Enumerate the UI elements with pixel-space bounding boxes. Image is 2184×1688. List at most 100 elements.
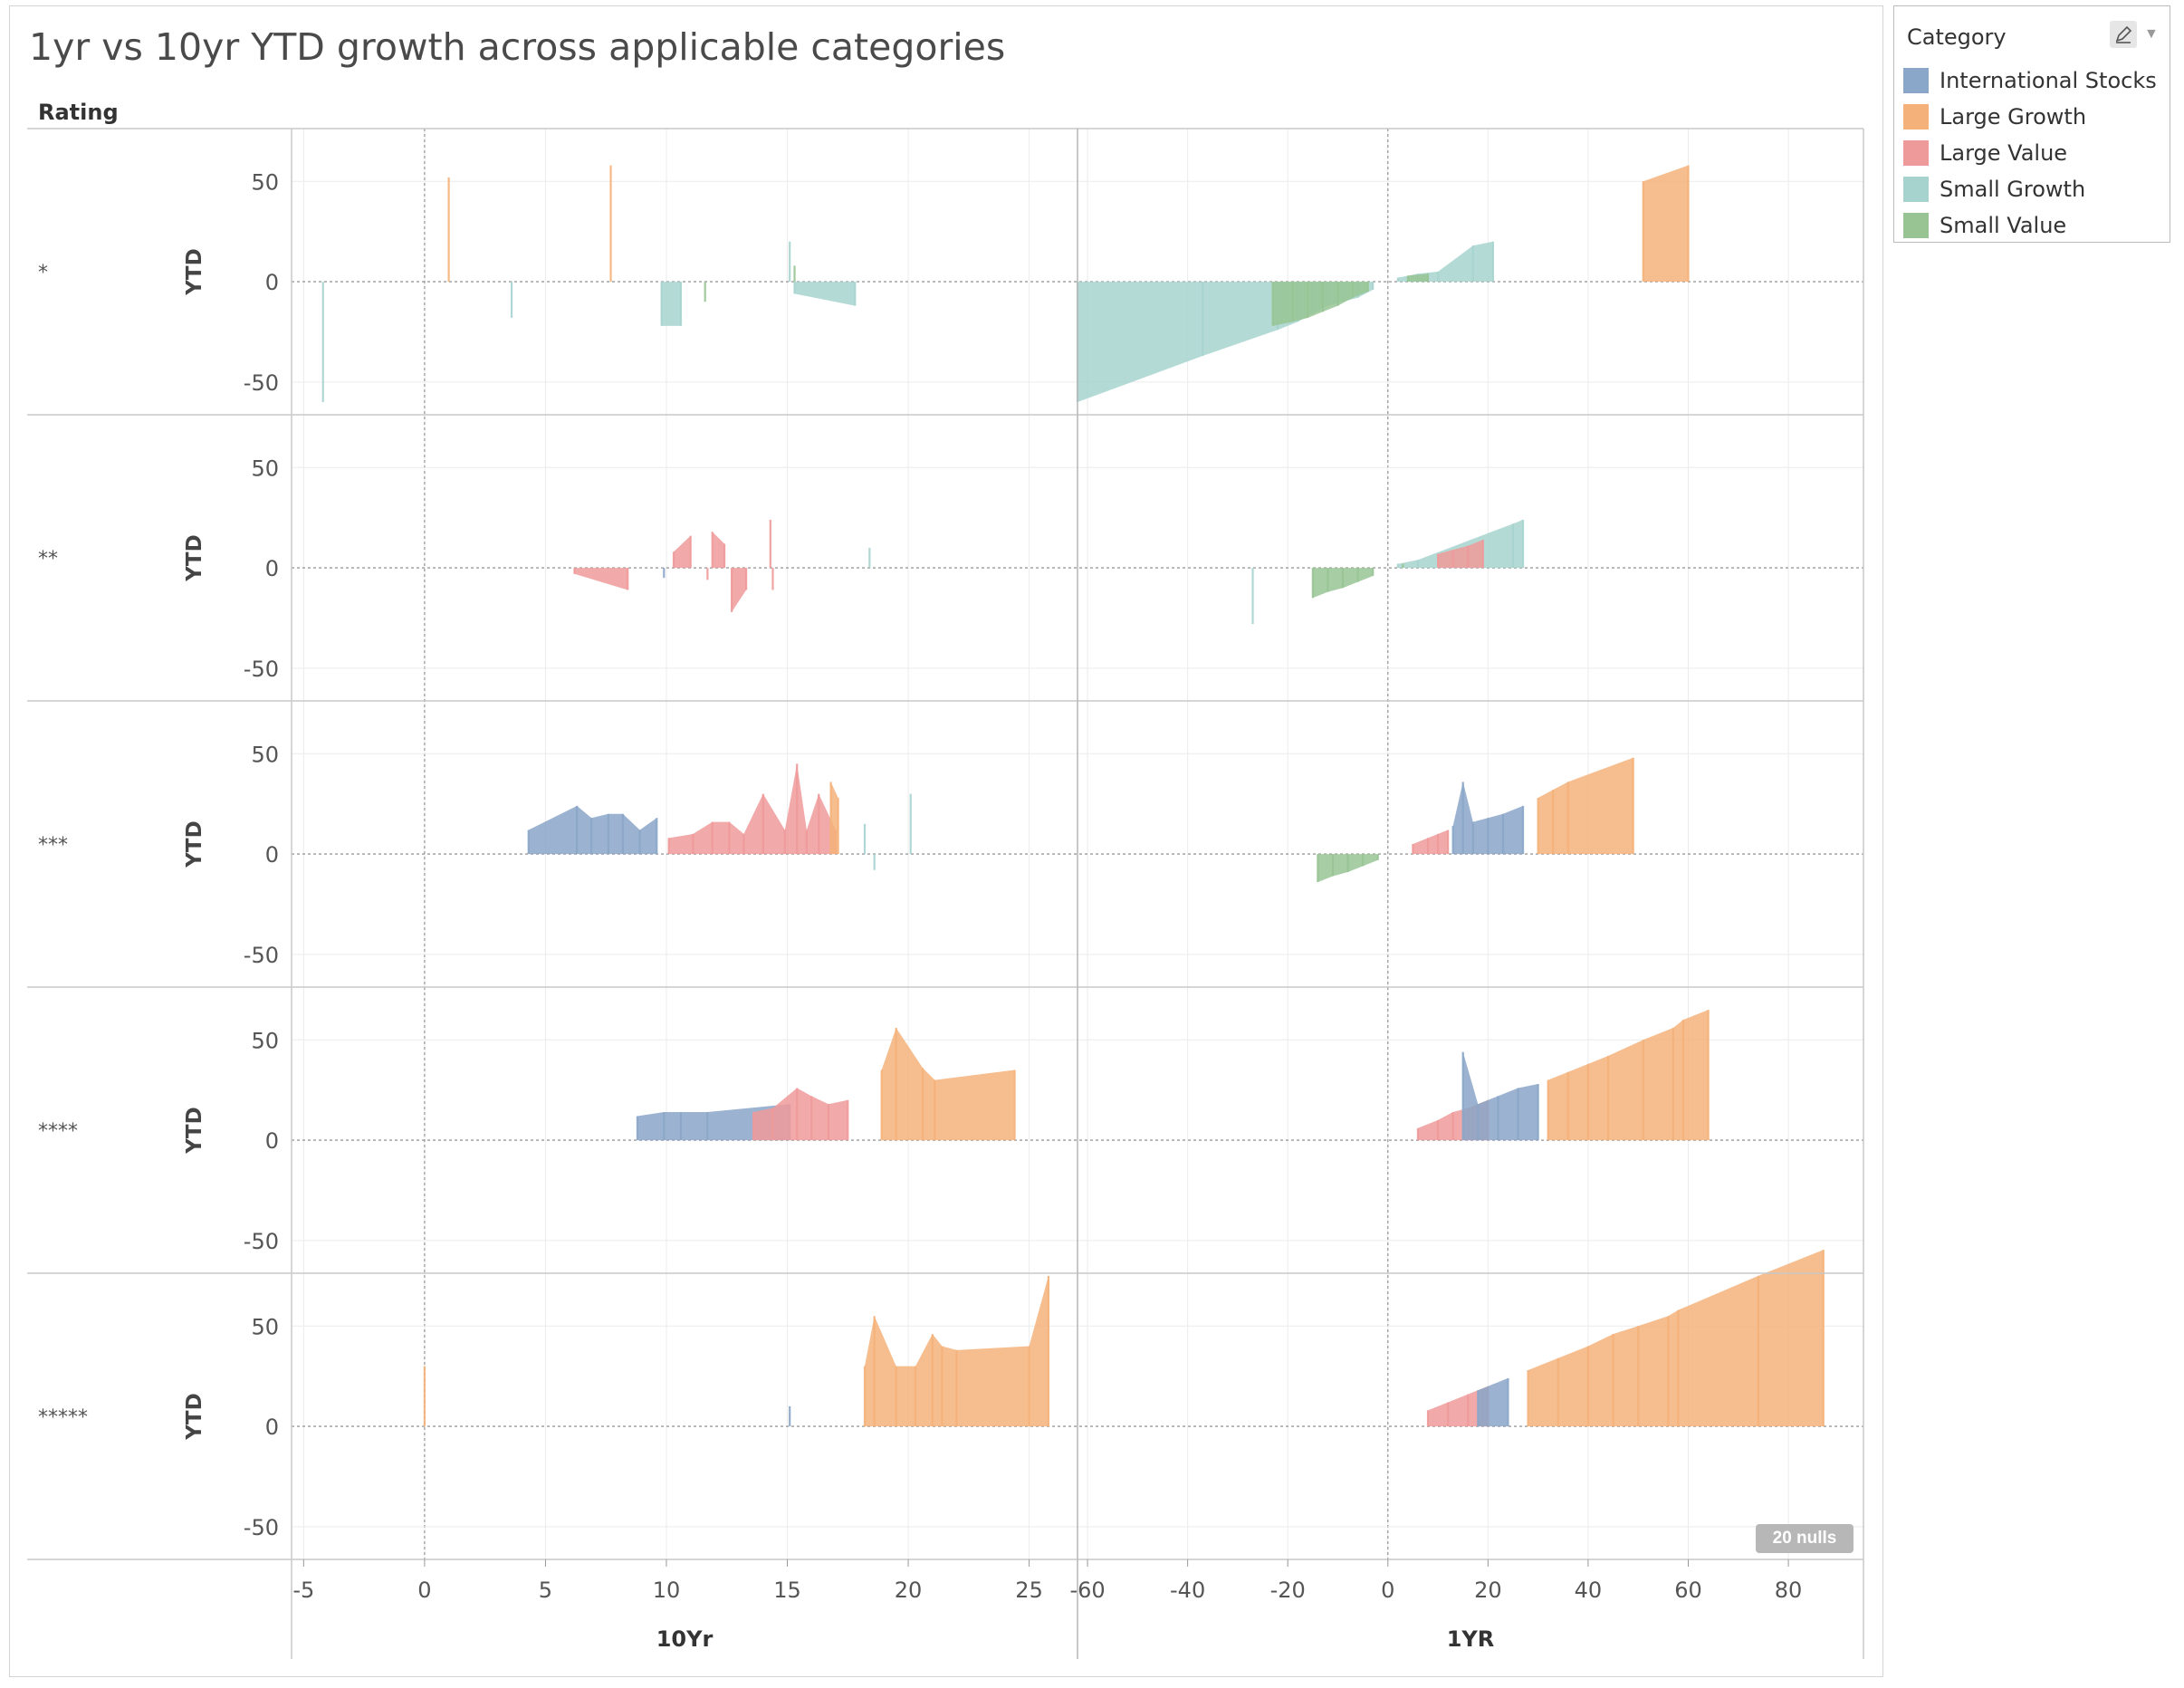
chart-title: 1yr vs 10yr YTD growth across applicable… (29, 25, 1006, 69)
row-label: ** (38, 548, 58, 571)
y-axis-title: YTD (183, 1107, 206, 1154)
y-tick-label: 50 (251, 169, 279, 195)
data-area (1613, 1326, 1639, 1427)
data-area (762, 793, 785, 855)
data-area (1498, 1088, 1518, 1141)
legend-label: Large Value (1940, 140, 2068, 166)
data-area (1202, 282, 1279, 357)
data-area (693, 821, 713, 855)
data-area (932, 1334, 943, 1427)
row-label: **** (38, 1120, 78, 1143)
y-tick-label: 50 (251, 1028, 279, 1053)
data-area (1413, 838, 1429, 855)
data-area (1478, 1096, 1499, 1141)
data-area (1438, 1112, 1453, 1141)
y-tick-label: -50 (244, 943, 279, 968)
data-area (1438, 245, 1473, 283)
data-area (680, 1112, 708, 1141)
data-area (608, 813, 623, 855)
data-area (923, 1068, 935, 1141)
data-area (1438, 830, 1449, 855)
pencil-icon (2115, 25, 2132, 43)
x-tick-label: 80 (1775, 1578, 1803, 1603)
y-tick-label: -50 (244, 657, 279, 682)
data-area (797, 1088, 812, 1141)
data-area (1472, 241, 1493, 283)
data-area (784, 763, 798, 855)
data-area (1672, 1020, 1683, 1141)
legend-item-international-stocks[interactable]: International Stocks (1903, 66, 2166, 93)
y-tick-label: -50 (244, 370, 279, 396)
data-area (577, 805, 592, 855)
legend-item-small-growth[interactable]: Small Growth (1903, 175, 2166, 202)
legend-item-small-value[interactable]: Small Value (1903, 211, 2166, 238)
x-tick-label: 40 (1575, 1578, 1603, 1603)
data-area (915, 1334, 933, 1427)
data-area (830, 782, 838, 855)
data-area (668, 833, 694, 855)
data-area (1587, 1056, 1609, 1141)
x-tick-label: 0 (1381, 1578, 1394, 1603)
x-tick-label: 20 (895, 1578, 923, 1603)
data-area (934, 1069, 1015, 1141)
data-area (1537, 790, 1554, 855)
data-area (1029, 1275, 1049, 1427)
data-area (1678, 1275, 1758, 1427)
data-area (528, 805, 578, 855)
data-area (1397, 560, 1418, 569)
legend-item-large-growth[interactable]: Large Growth (1903, 102, 2166, 129)
data-area (1567, 1063, 1588, 1141)
data-area (1363, 854, 1378, 867)
data-area (732, 568, 747, 612)
y-tick-label: -50 (244, 1229, 279, 1254)
legend-swatch (1903, 140, 1929, 166)
data-area (896, 1366, 916, 1427)
y-tick-label: 0 (265, 556, 279, 581)
data-area (743, 793, 763, 855)
data-area (956, 1346, 1030, 1427)
x-tick-label: 15 (773, 1578, 801, 1603)
y-axis-title: YTD (183, 248, 206, 295)
legend-item-large-value[interactable]: Large Value (1903, 139, 2166, 166)
x-tick-label: 5 (539, 1578, 552, 1603)
data-area (1502, 805, 1524, 855)
data-area (1758, 1250, 1824, 1427)
chevron-down-icon[interactable]: ▼ (2144, 26, 2159, 42)
x-tick-label: 0 (417, 1578, 431, 1603)
data-area (1462, 782, 1473, 855)
data-area (639, 818, 657, 855)
edit-colors-button[interactable] (2110, 21, 2137, 48)
data-area (1512, 519, 1524, 569)
data-area (1608, 1040, 1643, 1141)
data-area (1327, 568, 1344, 592)
data-area (1518, 1084, 1538, 1141)
data-area (1337, 282, 1354, 306)
row-label: ***** (38, 1406, 88, 1429)
data-area (1638, 1316, 1669, 1427)
data-area (622, 813, 640, 855)
x-tick-label: 10 (653, 1578, 681, 1603)
data-area (661, 282, 681, 326)
y-tick-label: 50 (251, 456, 279, 481)
data-area (1682, 1010, 1709, 1141)
x-tick-label: 20 (1474, 1578, 1502, 1603)
y-axis-title: YTD (183, 534, 206, 581)
data-area (806, 793, 819, 855)
legend-swatch (1903, 177, 1929, 202)
x-axis-title: 1YR (1447, 1626, 1495, 1652)
data-area (1587, 1334, 1614, 1427)
y-axis-title: YTD (183, 1393, 206, 1440)
y-tick-label: 0 (265, 842, 279, 868)
data-area (1428, 833, 1439, 855)
x-tick-label: -40 (1170, 1578, 1205, 1603)
x-tick-label: 25 (1015, 1578, 1043, 1603)
data-area (881, 1028, 896, 1141)
y-tick-label: -50 (244, 1515, 279, 1540)
y-tick-label: 0 (265, 1415, 279, 1440)
row-field-header: Rating (38, 100, 119, 125)
nulls-indicator-badge[interactable]: 20 nulls (1756, 1524, 1854, 1553)
data-area (811, 1096, 829, 1141)
data-area (828, 1099, 848, 1141)
legend-swatch (1903, 104, 1929, 129)
legend-label: Small Growth (1940, 177, 2086, 202)
